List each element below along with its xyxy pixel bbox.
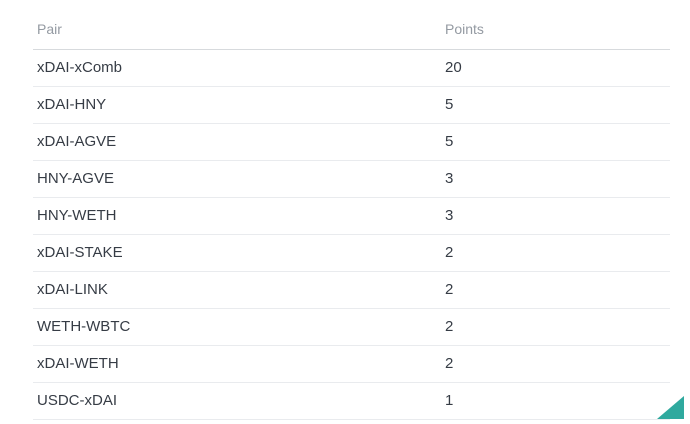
points-cell: 2 (441, 234, 670, 272)
table-row: HNY-WETH 3 (33, 197, 670, 235)
points-table: Pair Points xDAI-xComb 20 xDAI-HNY 5 xDAI-AG… (33, 0, 670, 420)
table-body: xDAI-xComb 20 xDAI-HNY 5 xDAI-AGVE 5 HNY-AGVE 3… (33, 49, 670, 420)
pair-cell: HNY-AGVE (33, 160, 441, 198)
points-cell: 1 (441, 382, 670, 420)
points-cell: 3 (441, 197, 670, 235)
table-row: xDAI-LINK 2 (33, 271, 670, 309)
pair-cell: xDAI-HNY (33, 86, 441, 124)
table-row: xDAI-WETH 2 (33, 345, 670, 383)
table-row: HNY-AGVE 3 (33, 160, 670, 198)
pair-cell: USDC-xDAI (33, 382, 441, 420)
table-header-row: Pair Points (33, 0, 670, 50)
column-header-pair: Pair (33, 0, 441, 50)
column-header-points: Points (441, 0, 670, 50)
points-cell: 3 (441, 160, 670, 198)
pair-cell: HNY-WETH (33, 197, 441, 235)
points-cell: 2 (441, 345, 670, 383)
points-cell: 2 (441, 271, 670, 309)
table-row: USDC-xDAI 1 (33, 382, 670, 420)
pair-cell: xDAI-LINK (33, 271, 441, 309)
table-row: xDAI-AGVE 5 (33, 123, 670, 161)
pair-cell: xDAI-AGVE (33, 123, 441, 161)
pair-cell: xDAI-STAKE (33, 234, 441, 272)
table-row: xDAI-xComb 20 (33, 49, 670, 87)
pair-cell: xDAI-WETH (33, 345, 441, 383)
pair-cell: WETH-WBTC (33, 308, 441, 346)
table-row: xDAI-HNY 5 (33, 86, 670, 124)
points-cell: 5 (441, 123, 670, 161)
points-cell: 20 (441, 49, 670, 87)
teal-corner-triangle-icon (657, 396, 684, 419)
table-row: WETH-WBTC 2 (33, 308, 670, 346)
pair-cell: xDAI-xComb (33, 49, 441, 87)
points-cell: 5 (441, 86, 670, 124)
points-cell: 2 (441, 308, 670, 346)
table-row: xDAI-STAKE 2 (33, 234, 670, 272)
table-header: Pair Points (33, 0, 670, 50)
